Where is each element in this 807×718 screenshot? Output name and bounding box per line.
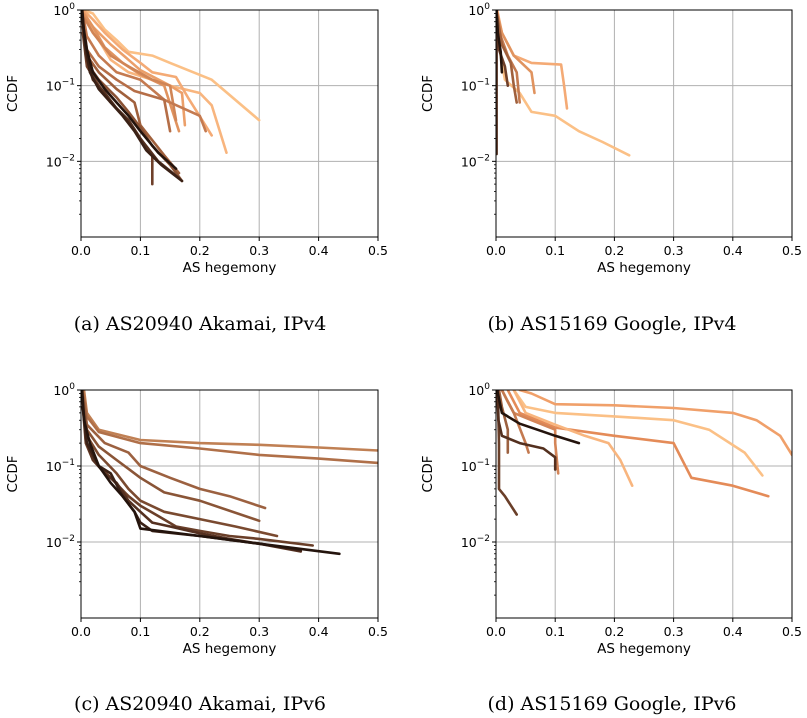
x-axis-label: AS hegemony — [183, 260, 277, 276]
chart-panel-3: 0.0 0.1 0.2 0.3 0.4 0.5 100 10−1 10−2 AS hegemony… — [420, 382, 802, 715]
y-axis-label: CCDF — [420, 75, 436, 112]
series-line-5 — [500, 390, 530, 454]
x-tick-label: 0.0 — [71, 243, 91, 258]
y-axis-label: CCDF — [420, 455, 436, 492]
x-tick-label: 0.4 — [309, 243, 329, 258]
series-line-2 — [82, 10, 213, 137]
y-tick-label: 10−1 — [46, 78, 75, 94]
y-tick-label: 10−2 — [46, 534, 75, 550]
series-line-6 — [497, 390, 510, 454]
subfigure-caption: (a) AS20940 Akamai, IPv4 — [74, 313, 327, 335]
series-group — [81, 390, 378, 556]
chart-panel-1: 0.0 0.1 0.2 0.3 0.4 0.5 100 10−1 10−2 AS hegemony… — [420, 2, 802, 335]
x-tick-label: 0.5 — [782, 624, 802, 639]
x-tick-label: 0.5 — [368, 624, 388, 639]
y-axis-label: CCDF — [5, 455, 21, 492]
plot-frame — [495, 9, 793, 238]
y-tick-label: 10−1 — [461, 458, 490, 474]
chart-panel-0: 0.0 0.1 0.2 0.3 0.4 0.5 100 10−1 10−2 AS hegemony… — [5, 2, 388, 335]
x-tick-label: 0.1 — [130, 624, 150, 639]
y-tick-label: 10−2 — [46, 153, 75, 169]
y-tick-label: 100 — [53, 382, 75, 398]
x-tick-label: 0.1 — [545, 624, 565, 639]
plot-frame — [80, 9, 379, 238]
chart-panel-2: 0.0 0.1 0.2 0.3 0.4 0.5 100 10−1 10−2 AS hegemony… — [5, 382, 388, 715]
series-group — [496, 10, 631, 157]
x-axis-label: AS hegemony — [183, 641, 277, 657]
series-line-12 — [81, 10, 184, 183]
x-tick-label: 0.0 — [486, 624, 506, 639]
x-tick-label: 0.0 — [71, 624, 91, 639]
series-line-3 — [512, 390, 634, 487]
x-axis-label: AS hegemony — [597, 641, 691, 657]
subfigure-caption: (c) AS20940 Akamai, IPv6 — [74, 693, 326, 715]
y-tick-label: 10−2 — [461, 153, 490, 169]
y-tick-label: 10−1 — [461, 78, 490, 94]
subfigure-caption: (d) AS15169 Google, IPv6 — [488, 693, 737, 715]
series-line-5 — [81, 14, 178, 122]
series-line-2 — [506, 390, 770, 498]
series-line-3 — [81, 400, 261, 523]
series-line-4 — [81, 405, 279, 538]
y-tick-label: 100 — [468, 382, 490, 398]
x-tick-label: 0.2 — [190, 243, 210, 258]
y-tick-label: 10−1 — [46, 458, 75, 474]
y-tick-label: 100 — [468, 2, 490, 18]
series-line-7 — [496, 390, 518, 516]
plot-frame — [80, 389, 379, 619]
x-tick-label: 0.5 — [782, 243, 802, 258]
x-tick-label: 0.3 — [249, 243, 269, 258]
x-tick-label: 0.1 — [130, 243, 150, 258]
x-tick-label: 0.2 — [604, 243, 624, 258]
series-line-8 — [496, 390, 557, 471]
x-tick-label: 0.2 — [604, 624, 624, 639]
x-tick-label: 0.4 — [723, 243, 743, 258]
x-tick-label: 0.4 — [723, 624, 743, 639]
y-axis-label: CCDF — [5, 75, 21, 112]
series-line-2 — [496, 12, 536, 95]
x-tick-label: 0.3 — [249, 624, 269, 639]
subfigure-caption: (b) AS15169 Google, IPv4 — [488, 313, 737, 335]
series-group — [81, 10, 261, 186]
series-line-6 — [81, 12, 207, 133]
series-line-13 — [81, 10, 178, 170]
series-line-0 — [82, 390, 378, 452]
plot-frame — [495, 389, 793, 619]
series-line-8 — [81, 390, 341, 556]
series-line-0 — [82, 10, 261, 122]
x-tick-label: 0.2 — [190, 624, 210, 639]
x-tick-label: 0.3 — [664, 624, 684, 639]
series-line-7 — [496, 10, 504, 74]
series-line-9 — [496, 390, 581, 445]
x-tick-label: 0.5 — [368, 243, 388, 258]
x-tick-label: 0.1 — [545, 243, 565, 258]
series-line-1 — [82, 392, 378, 465]
x-axis-label: AS hegemony — [597, 260, 691, 276]
series-line-1 — [512, 390, 764, 477]
series-line-4 — [496, 16, 518, 104]
series-line-2 — [82, 396, 267, 510]
x-tick-label: 0.3 — [664, 243, 684, 258]
y-tick-label: 100 — [53, 2, 75, 18]
x-tick-label: 0.0 — [486, 243, 506, 258]
y-tick-label: 10−2 — [461, 534, 490, 550]
series-line-8 — [81, 20, 181, 175]
x-tick-label: 0.4 — [309, 624, 329, 639]
series-group — [496, 390, 792, 516]
series-line-0 — [518, 390, 792, 457]
